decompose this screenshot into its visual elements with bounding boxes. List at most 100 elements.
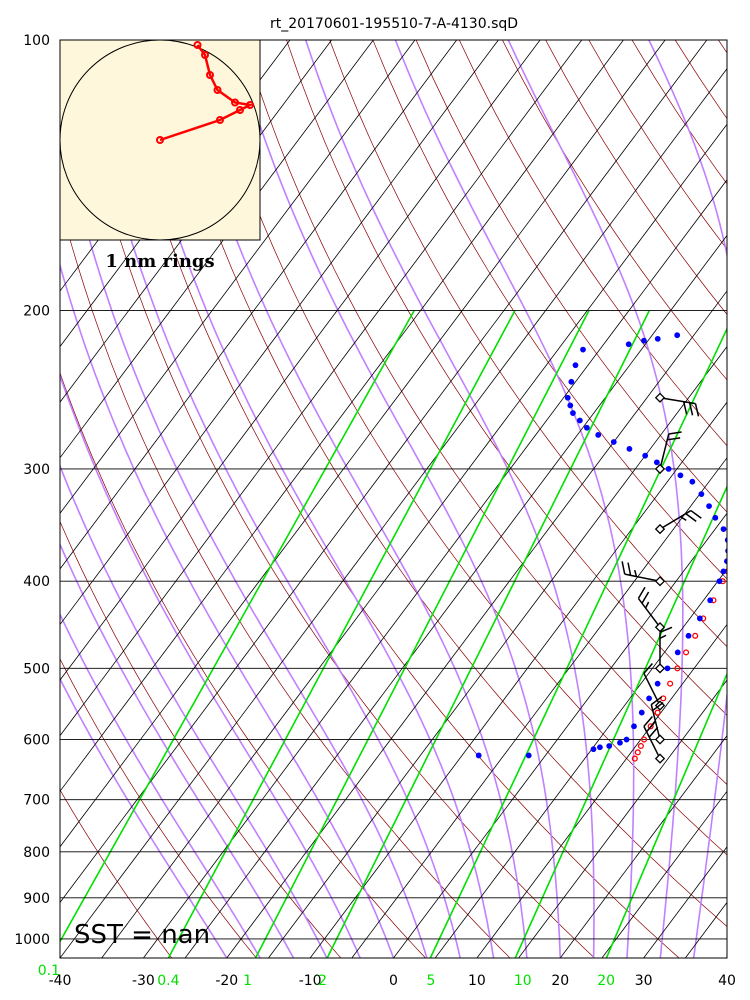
isotherm-line	[351, 457, 727, 958]
wind-barb	[637, 586, 666, 633]
isobars	[60, 40, 727, 940]
moist-adiabat-line	[60, 542, 295, 958]
hodograph-point	[231, 98, 239, 107]
temperature-tick-label: 0	[389, 973, 398, 989]
isotherm-line	[434, 568, 727, 958]
dewpoint-point	[617, 739, 623, 746]
dry-adiabat-line	[329, 40, 727, 648]
isotherm-line	[143, 179, 727, 958]
wind-barb	[654, 509, 702, 535]
hodograph-point	[216, 116, 224, 124]
dewpoint-point	[712, 514, 719, 521]
isotherm-line	[518, 679, 727, 958]
dry-adiabat-line	[242, 40, 727, 785]
sst-annotation: SST = nan	[74, 920, 210, 950]
moist-adiabat-line	[60, 677, 228, 958]
mixing-ratio-line	[60, 310, 415, 944]
dewpoint-point	[707, 597, 714, 604]
temperature-point	[647, 723, 654, 730]
dewpoint-point	[625, 341, 632, 348]
isotherm-line	[184, 234, 727, 958]
moist-adiabat-line	[507, 40, 684, 958]
moist-adiabat-line	[60, 262, 395, 958]
hodograph-inset: 1 nm rings	[59, 39, 261, 272]
isotherm-line	[60, 40, 666, 848]
dewpoint-point	[677, 472, 684, 479]
sounding-data	[475, 332, 750, 762]
dewpoint-point	[626, 445, 633, 452]
moist-adiabat-line	[394, 40, 635, 958]
mixing-ratio-label: 20	[597, 973, 615, 989]
pressure-tick-label: 800	[23, 845, 50, 861]
mixing-ratio-label: 10	[514, 973, 532, 989]
isotherm-line	[559, 734, 727, 958]
hodograph-point	[213, 86, 222, 94]
isotherm-line	[393, 512, 727, 958]
temperature-tick-label: 10	[468, 973, 486, 989]
isotherm-line	[60, 40, 624, 792]
pressure-axis: 100 200 300 400 500 600 700 800 900 1000	[14, 33, 50, 948]
mixing-ratio-label: 1	[243, 973, 252, 989]
temperature-point	[692, 632, 699, 639]
temperature-tick-label: -30	[132, 973, 155, 989]
dewpoint-point	[720, 568, 727, 575]
mixing-ratio-line	[326, 310, 650, 958]
mixing-ratio-line	[429, 326, 727, 958]
dewpoint-point	[698, 491, 705, 498]
dewpoint-point	[654, 680, 661, 687]
temperature-tick-label: -10	[299, 973, 322, 989]
isotherm-line	[268, 345, 727, 958]
wind-barb	[654, 392, 700, 417]
hodograph-label: 1 nm rings	[105, 251, 214, 272]
dewpoint-point	[576, 417, 583, 424]
dewpoint-point	[597, 744, 603, 751]
temperature-point	[641, 736, 648, 743]
dewpoint-point	[685, 632, 692, 639]
pressure-tick-label: 600	[23, 733, 50, 749]
dry-adiabat-line	[156, 40, 727, 928]
temperature-point	[667, 680, 674, 687]
dewpoint-point	[641, 337, 647, 344]
dry-adiabat-line	[502, 40, 727, 381]
moist-adiabat-line	[60, 612, 261, 958]
wind-barb	[654, 431, 682, 475]
temperature-point	[745, 504, 750, 509]
hodograph-point	[201, 51, 209, 59]
pressure-tick-label: 900	[23, 891, 50, 907]
temperature-tick-label: 40	[718, 973, 736, 989]
dewpoint-point	[696, 615, 703, 622]
dewpoint-point	[580, 346, 586, 353]
plot-frame	[59, 39, 728, 959]
isotherm-line	[101, 123, 727, 958]
pressure-tick-label: 300	[23, 462, 50, 478]
isotherm-line	[60, 40, 499, 626]
hodograph-point	[156, 136, 164, 144]
temperature-point	[637, 742, 644, 750]
hodograph-point	[206, 71, 214, 79]
temperature-point	[631, 755, 638, 762]
isotherm-line	[601, 790, 727, 958]
hodograph-trace	[159, 44, 254, 142]
temperature-point	[674, 665, 681, 672]
moist-adiabat-line	[173, 40, 528, 958]
mixing-ratio-line	[167, 310, 516, 958]
moist-adiabat-line	[60, 373, 361, 958]
dewpoint-point	[568, 378, 575, 385]
hodograph-point	[193, 41, 202, 49]
dewpoint-point	[606, 743, 613, 749]
temperature-tick-label: -20	[215, 973, 238, 989]
mixing-ratio-axis: 0.1 0.4 1 2 5 10 20	[38, 963, 615, 989]
dry-adiabat-line	[372, 40, 727, 580]
dewpoint-point	[665, 466, 672, 472]
isotherm-line	[726, 957, 727, 958]
mixing-ratio-line	[254, 310, 590, 958]
isotherm-line	[684, 901, 727, 958]
moist-adiabat-line	[726, 952, 727, 958]
moist-adiabat-line	[60, 463, 328, 958]
dewpoint-point	[610, 439, 617, 445]
dewpoint-point	[664, 665, 671, 672]
dewpoint-point	[716, 578, 723, 585]
dry-adiabat-line	[113, 40, 680, 958]
dry-adiabat-line	[60, 201, 511, 958]
